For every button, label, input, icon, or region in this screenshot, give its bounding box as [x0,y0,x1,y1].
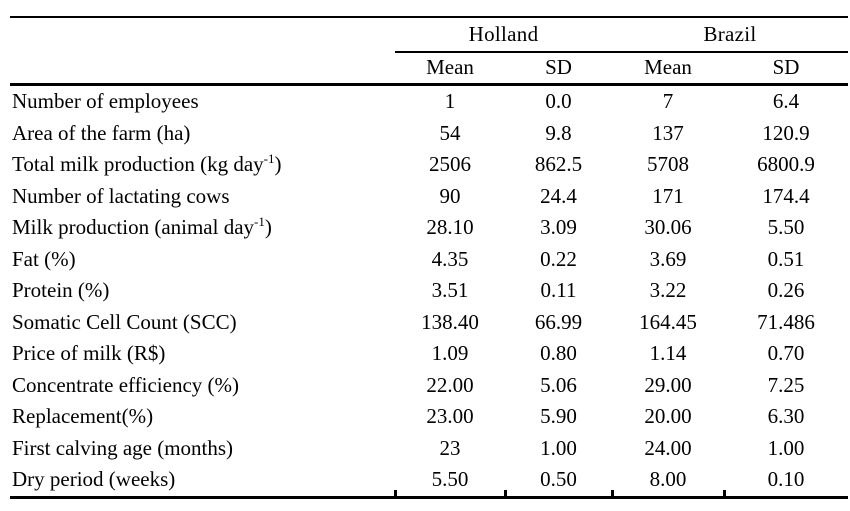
table-row: First calving age (months) 23 1.00 24.00 1.0… [10,433,848,465]
table-row: Number of lactating cows 90 24.4 171 174.4 [10,181,848,213]
group-header-brazil: Brazil [612,16,849,53]
cell-value: 137 [652,120,684,145]
cell-value: 1.09 [431,341,469,366]
cell-value: 0.10 [724,464,849,499]
cell-value: 171 [652,183,684,208]
cell-value: 5.06 [540,372,577,397]
cell-value: 23.00 [426,404,474,429]
cell-value: 71.486 [757,309,815,334]
cell-value: 3.09 [540,215,577,240]
cell-value: 1.00 [767,435,805,460]
corner-cell [10,52,395,86]
group-header-row: Holland Brazil [10,16,849,53]
cell-value: 3.69 [649,246,687,271]
cell-value: 120.9 [762,120,810,145]
cell-value: 6800.9 [757,152,815,177]
table-row: Fat (%) 4.35 0.22 3.69 0.51 [10,244,848,276]
cell-value: 23 [439,435,461,460]
subheader-holland-sd: SD [505,52,613,86]
cell-value: 7 [662,89,674,114]
cell-value: 0.11 [540,278,577,303]
cell-value: 1.00 [540,435,577,460]
cell-value: 30.06 [644,215,692,240]
cell-value: 7.25 [767,372,805,397]
subheader-row: Mean SD Mean SD [10,52,849,86]
cell-value: 20.00 [644,404,692,429]
cell-value: 6.4 [772,89,800,114]
row-label: Concentrate efficiency (%) [12,372,239,397]
cell-value: 5.50 [395,464,505,499]
cell-value: 0.51 [767,246,805,271]
table-row: Total milk production (kg day-1) 2506 862.… [10,149,848,181]
cell-value: 0.22 [540,246,577,271]
cell-value: 6.30 [767,404,805,429]
row-label: Number of employees [12,89,199,114]
subheader-brazil-mean: Mean [612,52,725,86]
cell-value: 2506 [429,152,471,177]
table-row: Replacement(%) 23.00 5.90 20.00 6.30 [10,401,848,433]
row-label: Replacement(%) [12,404,154,429]
cell-value: 0.26 [767,278,805,303]
row-label: First calving age (months) [12,435,234,460]
cell-value: 3.22 [649,278,687,303]
cell-value: 174.4 [762,183,810,208]
subheader-brazil-sd: SD [724,52,849,86]
table-row: Concentrate efficiency (%) 22.00 5.06 29.00… [10,370,848,402]
cell-value: 4.35 [431,246,469,271]
table-row: Protein (%) 3.51 0.11 3.22 0.26 [10,275,848,307]
row-label: Milk production (animal day-1) [12,214,272,240]
column-divider-tick [394,489,397,497]
table-row: Milk production (animal day-1) 28.10 3.09 3… [10,212,848,244]
cell-value: 5708 [647,152,690,177]
cell-value: 22.00 [426,372,474,397]
corner-cell [10,16,395,52]
cell-value: 54 [439,120,461,145]
cell-value: 0.50 [505,464,613,499]
row-label: Protein (%) [12,278,110,303]
row-label: Area of the farm (ha) [12,120,191,145]
cell-value: 1.14 [649,341,687,366]
group-header-holland: Holland [395,16,613,53]
cell-value: 90 [439,183,461,208]
cell-value: 0.0 [545,89,572,114]
cell-value: 5.50 [767,215,805,240]
cell-value: 3.51 [431,278,469,303]
row-label: Dry period (weeks) [10,464,395,499]
cell-value: 8.00 [612,464,725,499]
column-divider-tick [723,489,726,497]
table-row: Dry period (weeks) 5.50 0.50 8.00 0.10 [10,464,849,499]
table-row: Price of milk (R$) 1.09 0.80 1.14 0.70 [10,338,848,370]
table-row: Number of employees 1 0.0 7 6.4 [10,85,848,118]
cell-value: 66.99 [534,309,583,334]
cell-value: 164.45 [639,309,697,334]
subheader-holland-mean: Mean [395,52,505,86]
cell-value: 9.8 [545,120,572,145]
column-divider-tick [504,489,507,497]
cell-value: 138.40 [421,309,479,334]
row-label: Fat (%) [12,246,76,271]
row-label: Total milk production (kg day-1) [12,151,282,177]
column-divider-tick [611,489,614,497]
cell-value: 862.5 [534,152,583,177]
farm-statistics-table: Holland Brazil Mean SD Mean SD Number of… [10,16,849,499]
cell-value: 24.00 [644,435,692,460]
cell-value: 28.10 [426,215,474,240]
table-row: Somatic Cell Count (SCC) 138.40 66.99 164.4… [10,307,848,339]
superscript-exponent: -1 [254,214,265,230]
row-label: Somatic Cell Count (SCC) [12,309,237,334]
cell-value: 5.90 [540,404,577,429]
table-body: Number of employees 1 0.0 7 6.4 Area of the f… [10,85,849,499]
cell-value: 1 [444,89,456,114]
row-label: Price of milk (R$) [12,341,166,366]
cell-value: 24.4 [540,183,577,208]
table-row: Area of the farm (ha) 54 9.8 137 120.9 [10,118,848,150]
cell-value: 0.70 [767,341,805,366]
superscript-exponent: -1 [263,151,275,167]
cell-value: 29.00 [644,372,692,397]
cell-value: 0.80 [540,341,577,366]
row-label: Number of lactating cows [12,183,230,208]
statistics-table-wrapper: Holland Brazil Mean SD Mean SD Number of… [10,16,849,499]
